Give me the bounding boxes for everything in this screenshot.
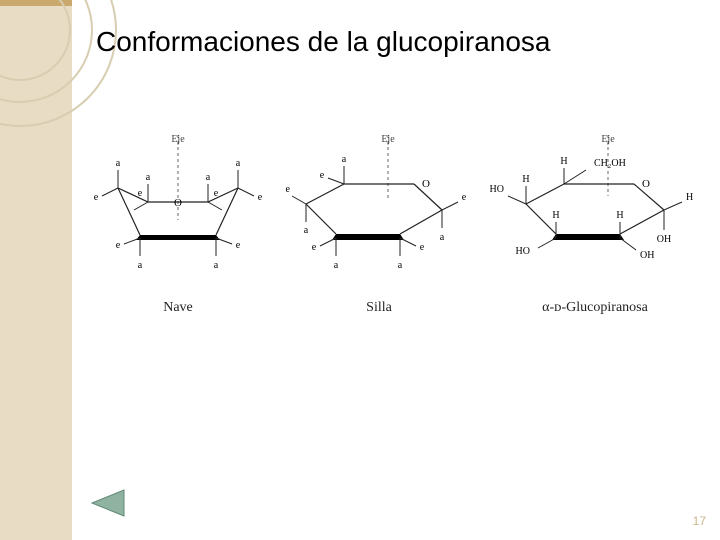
silla-caption: Silla bbox=[366, 300, 392, 316]
svg-text:H: H bbox=[560, 156, 567, 167]
svg-text:a: a bbox=[206, 172, 211, 183]
svg-text:a: a bbox=[398, 260, 403, 271]
svg-text:a: a bbox=[334, 260, 339, 271]
page-number: 17 bbox=[693, 514, 706, 528]
svg-text:OH: OH bbox=[640, 250, 654, 261]
svg-text:e: e bbox=[214, 188, 219, 199]
svg-text:a: a bbox=[214, 260, 219, 271]
glucopiranosa-caption: α-ᴅ-Glucopiranosa bbox=[542, 300, 648, 316]
svg-text:e: e bbox=[236, 240, 241, 251]
svg-text:e: e bbox=[312, 242, 317, 253]
svg-text:a: a bbox=[342, 154, 347, 165]
svg-text:Eje: Eje bbox=[171, 134, 185, 145]
svg-text:O: O bbox=[642, 178, 650, 190]
svg-text:a: a bbox=[236, 158, 241, 169]
nave-caption: Nave bbox=[163, 300, 193, 316]
diagram-glucopiranosa: Eje O H CH₂OH HO H H HO H OH OH H α-ᴅ-Gl… bbox=[490, 130, 700, 316]
svg-text:H: H bbox=[522, 174, 529, 185]
svg-text:e: e bbox=[116, 240, 121, 251]
svg-text:O: O bbox=[422, 178, 430, 190]
svg-text:H: H bbox=[552, 210, 559, 221]
svg-text:CH₂OH: CH₂OH bbox=[594, 158, 626, 169]
nave-ring-svg: Eje O a a a a e e bbox=[88, 130, 268, 290]
svg-text:H: H bbox=[616, 210, 623, 221]
svg-text:a: a bbox=[116, 158, 121, 169]
slide-title: Conformaciones de la glucopiranosa bbox=[96, 24, 551, 59]
svg-text:a: a bbox=[138, 260, 143, 271]
diagram-nave: Eje O a a a a e e bbox=[88, 130, 268, 316]
svg-text:H: H bbox=[686, 192, 693, 203]
svg-text:Eje: Eje bbox=[601, 134, 615, 145]
svg-text:Eje: Eje bbox=[381, 134, 395, 145]
svg-text:a: a bbox=[146, 172, 151, 183]
back-button[interactable] bbox=[88, 488, 128, 518]
svg-text:e: e bbox=[258, 192, 263, 203]
silla-ring-svg: Eje O a e a e a e a bbox=[284, 130, 474, 290]
svg-text:e: e bbox=[138, 188, 143, 199]
svg-text:e: e bbox=[286, 184, 291, 195]
triangle-left-icon bbox=[88, 488, 128, 518]
svg-text:a: a bbox=[440, 232, 445, 243]
sidebar-decoration bbox=[0, 0, 72, 540]
svg-text:e: e bbox=[94, 192, 99, 203]
diagram-row: Eje O a a a a e e bbox=[88, 130, 700, 350]
svg-text:a: a bbox=[304, 225, 309, 236]
svg-text:e: e bbox=[320, 170, 325, 181]
svg-text:OH: OH bbox=[657, 234, 671, 245]
diagram-silla: Eje O a e a e a e a bbox=[284, 130, 474, 316]
svg-text:O: O bbox=[174, 197, 182, 209]
glucopiranosa-ring-svg: Eje O H CH₂OH HO H H HO H OH OH H bbox=[490, 130, 700, 290]
svg-text:HO: HO bbox=[490, 184, 504, 195]
svg-text:e: e bbox=[462, 192, 467, 203]
svg-text:e: e bbox=[420, 242, 425, 253]
svg-text:HO: HO bbox=[516, 246, 530, 257]
